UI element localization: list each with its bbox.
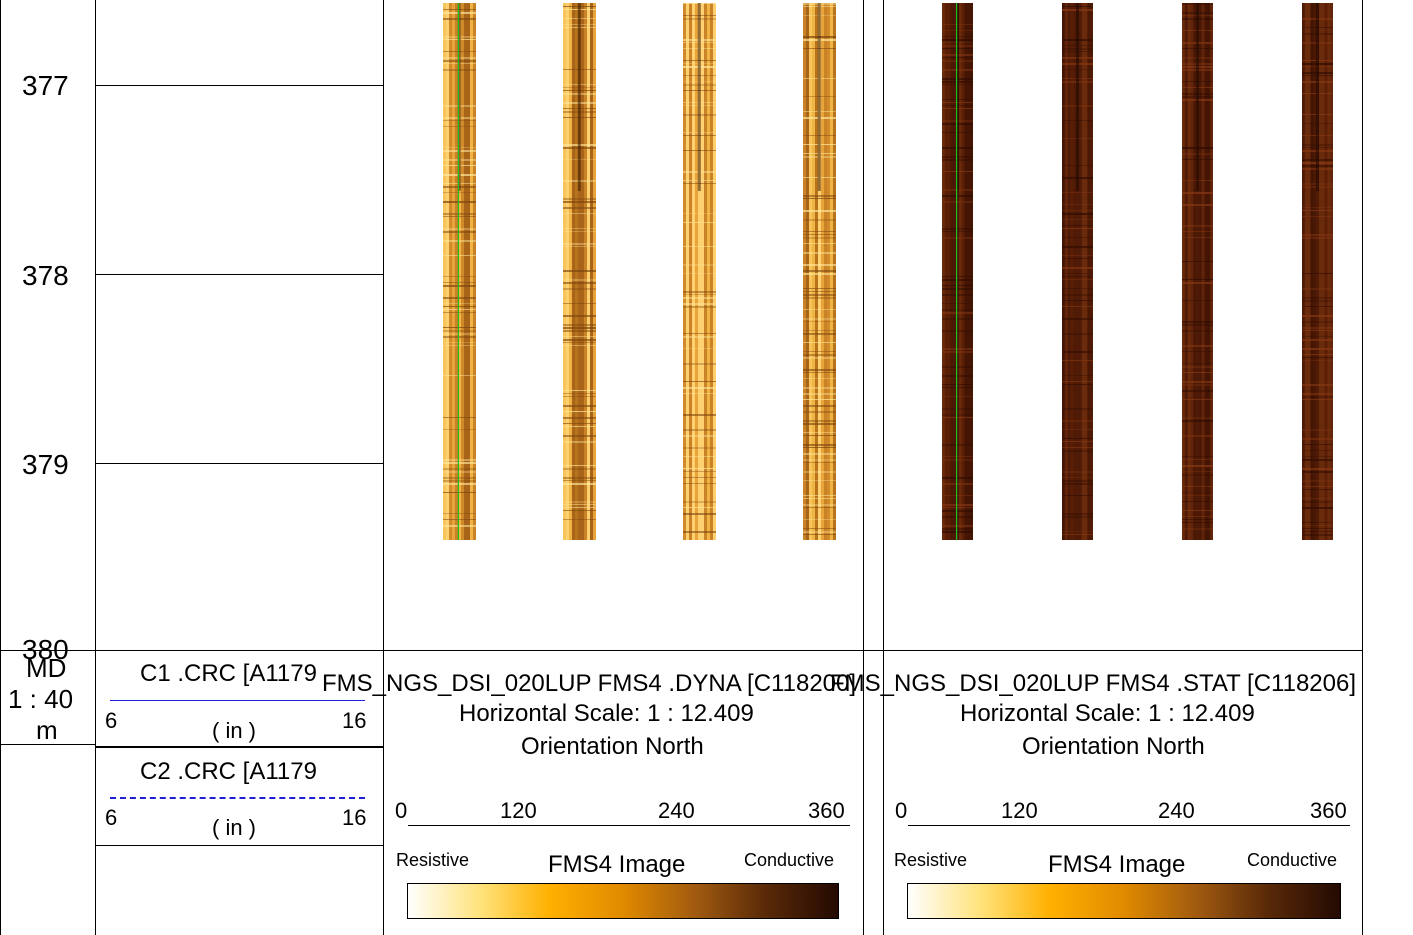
- curve-1-unit: ( in ): [212, 718, 256, 743]
- image-pad-2-2: [1062, 3, 1093, 540]
- gridline-377: [95, 85, 383, 86]
- image-track-1-conductive-label: Conductive: [744, 850, 835, 870]
- curve-1-max: 16: [342, 708, 367, 733]
- image-track-1-azimuth-360: 360: [808, 798, 845, 823]
- image-pad-2-3: [1182, 3, 1213, 540]
- image-track-1-azimuth-120: 120: [500, 798, 537, 823]
- image-track-2-colorbar: [907, 883, 1341, 919]
- image-track-2-resistive-label: Resistive: [894, 850, 968, 870]
- curve-1-line-sample: [110, 700, 365, 701]
- gridline-378: [95, 274, 383, 275]
- curve-2-min: 6: [105, 805, 118, 830]
- image-track-2-azimuth-360: 360: [1310, 798, 1347, 823]
- depth-track-left-border: [0, 0, 1, 935]
- image-track-2-azimuth-0: 0: [895, 798, 908, 823]
- image-track-2-right-border: [1362, 0, 1363, 650]
- depth-tick-380: 380: [22, 634, 69, 665]
- image-track-2-left-border: [883, 0, 884, 650]
- depth-header-md: MD: [26, 653, 67, 683]
- curve-2-line-sample: [110, 797, 365, 799]
- depth-tick-378: 378: [22, 260, 69, 291]
- curve-2-name: C2 .CRC [A1179: [140, 758, 317, 785]
- curve-track-right-border: [383, 0, 384, 650]
- image-track-2-header: [883, 650, 1363, 935]
- image-pad-1-3: [683, 3, 716, 540]
- depth-header-unit: m: [36, 715, 58, 745]
- image-track-1-colorbar: [407, 883, 839, 919]
- image-pad-1-4: [803, 3, 836, 540]
- image-pad-2-1: [942, 3, 973, 540]
- image-track-1-right-border: [863, 0, 864, 650]
- image-track-2-orientation: Orientation North: [1022, 733, 1205, 760]
- image-track-2-azimuth-120: 120: [1001, 798, 1038, 823]
- image-track-1-resistive-label: Resistive: [396, 850, 470, 870]
- image-pad-1-1: [443, 3, 476, 540]
- gridline-379: [95, 463, 383, 464]
- image-track-1-header: [383, 650, 864, 935]
- image-track-2-azimuth-axis: [908, 825, 1350, 826]
- image-track-1-title: FMS_NGS_DSI_020LUP FMS4 .DYNA [C118200]: [322, 670, 857, 697]
- depth-tick-377: 377: [22, 70, 69, 101]
- image-track-1-scale: Horizontal Scale: 1 : 12.409: [459, 700, 754, 727]
- image-track-2-scale: Horizontal Scale: 1 : 12.409: [960, 700, 1255, 727]
- curve-1-name: C1 .CRC [A1179: [140, 660, 317, 687]
- depth-track-border-lower: [95, 745, 96, 935]
- image-track-2-image-label: FMS4 Image: [1048, 851, 1186, 878]
- image-track-1-orientation: Orientation North: [521, 733, 704, 760]
- image-pad-2-4: [1302, 3, 1333, 540]
- depth-tick-379: 379: [22, 449, 69, 480]
- image-track-1-azimuth-0: 0: [395, 798, 408, 823]
- depth-track-right-border: [95, 0, 96, 650]
- curve-1-min: 6: [105, 708, 118, 733]
- image-pad-1-2: [563, 3, 596, 540]
- image-track-2-title: FMS_NGS_DSI_020LUP FMS4 .STAT [C118206]: [830, 670, 1357, 697]
- image-track-2-azimuth-240: 240: [1158, 798, 1195, 823]
- curve-2-unit: ( in ): [212, 815, 256, 840]
- image-track-2-conductive-label: Conductive: [1247, 850, 1338, 870]
- image-track-1-azimuth-axis: [408, 825, 850, 826]
- image-track-1-image-label: FMS4 Image: [548, 851, 686, 878]
- image-track-1-azimuth-240: 240: [658, 798, 695, 823]
- curve-2-max: 16: [342, 805, 367, 830]
- depth-header-scale: 1 : 40: [8, 684, 74, 714]
